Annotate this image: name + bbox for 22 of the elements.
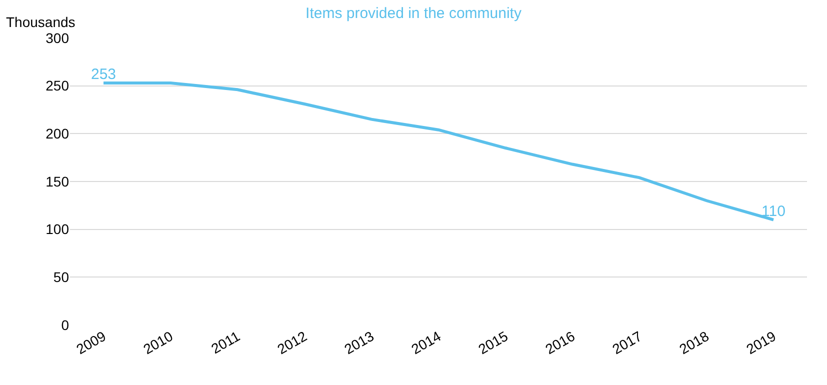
x-tick-label: 2015 bbox=[476, 328, 511, 358]
x-tick-label: 2010 bbox=[140, 328, 176, 358]
x-tick-label: 2017 bbox=[610, 328, 645, 358]
y-tick-label: 150 bbox=[46, 173, 70, 190]
x-tick-label: 2013 bbox=[342, 328, 377, 358]
y-axis-title: Thousands bbox=[6, 14, 76, 30]
y-tick-label: 200 bbox=[46, 126, 70, 142]
x-tick-label: 2014 bbox=[408, 328, 444, 358]
x-tick-label: 2019 bbox=[744, 328, 779, 358]
chart-title: Items provided in the community bbox=[306, 5, 522, 22]
data-label: 110 bbox=[762, 203, 786, 220]
y-tick-label: 50 bbox=[53, 269, 70, 286]
x-tick-label: 2018 bbox=[676, 328, 712, 358]
x-tick-label: 2012 bbox=[274, 328, 310, 358]
y-tick-label: 0 bbox=[61, 316, 70, 333]
y-tick-label: 100 bbox=[46, 221, 70, 238]
data-label: 253 bbox=[90, 66, 116, 84]
y-tick-label: 250 bbox=[46, 78, 70, 94]
x-tick-label: 2011 bbox=[208, 328, 243, 357]
x-tick-label: 2009 bbox=[74, 328, 109, 358]
y-tick-label: 300 bbox=[46, 30, 70, 46]
x-tick-label: 2016 bbox=[542, 328, 578, 358]
